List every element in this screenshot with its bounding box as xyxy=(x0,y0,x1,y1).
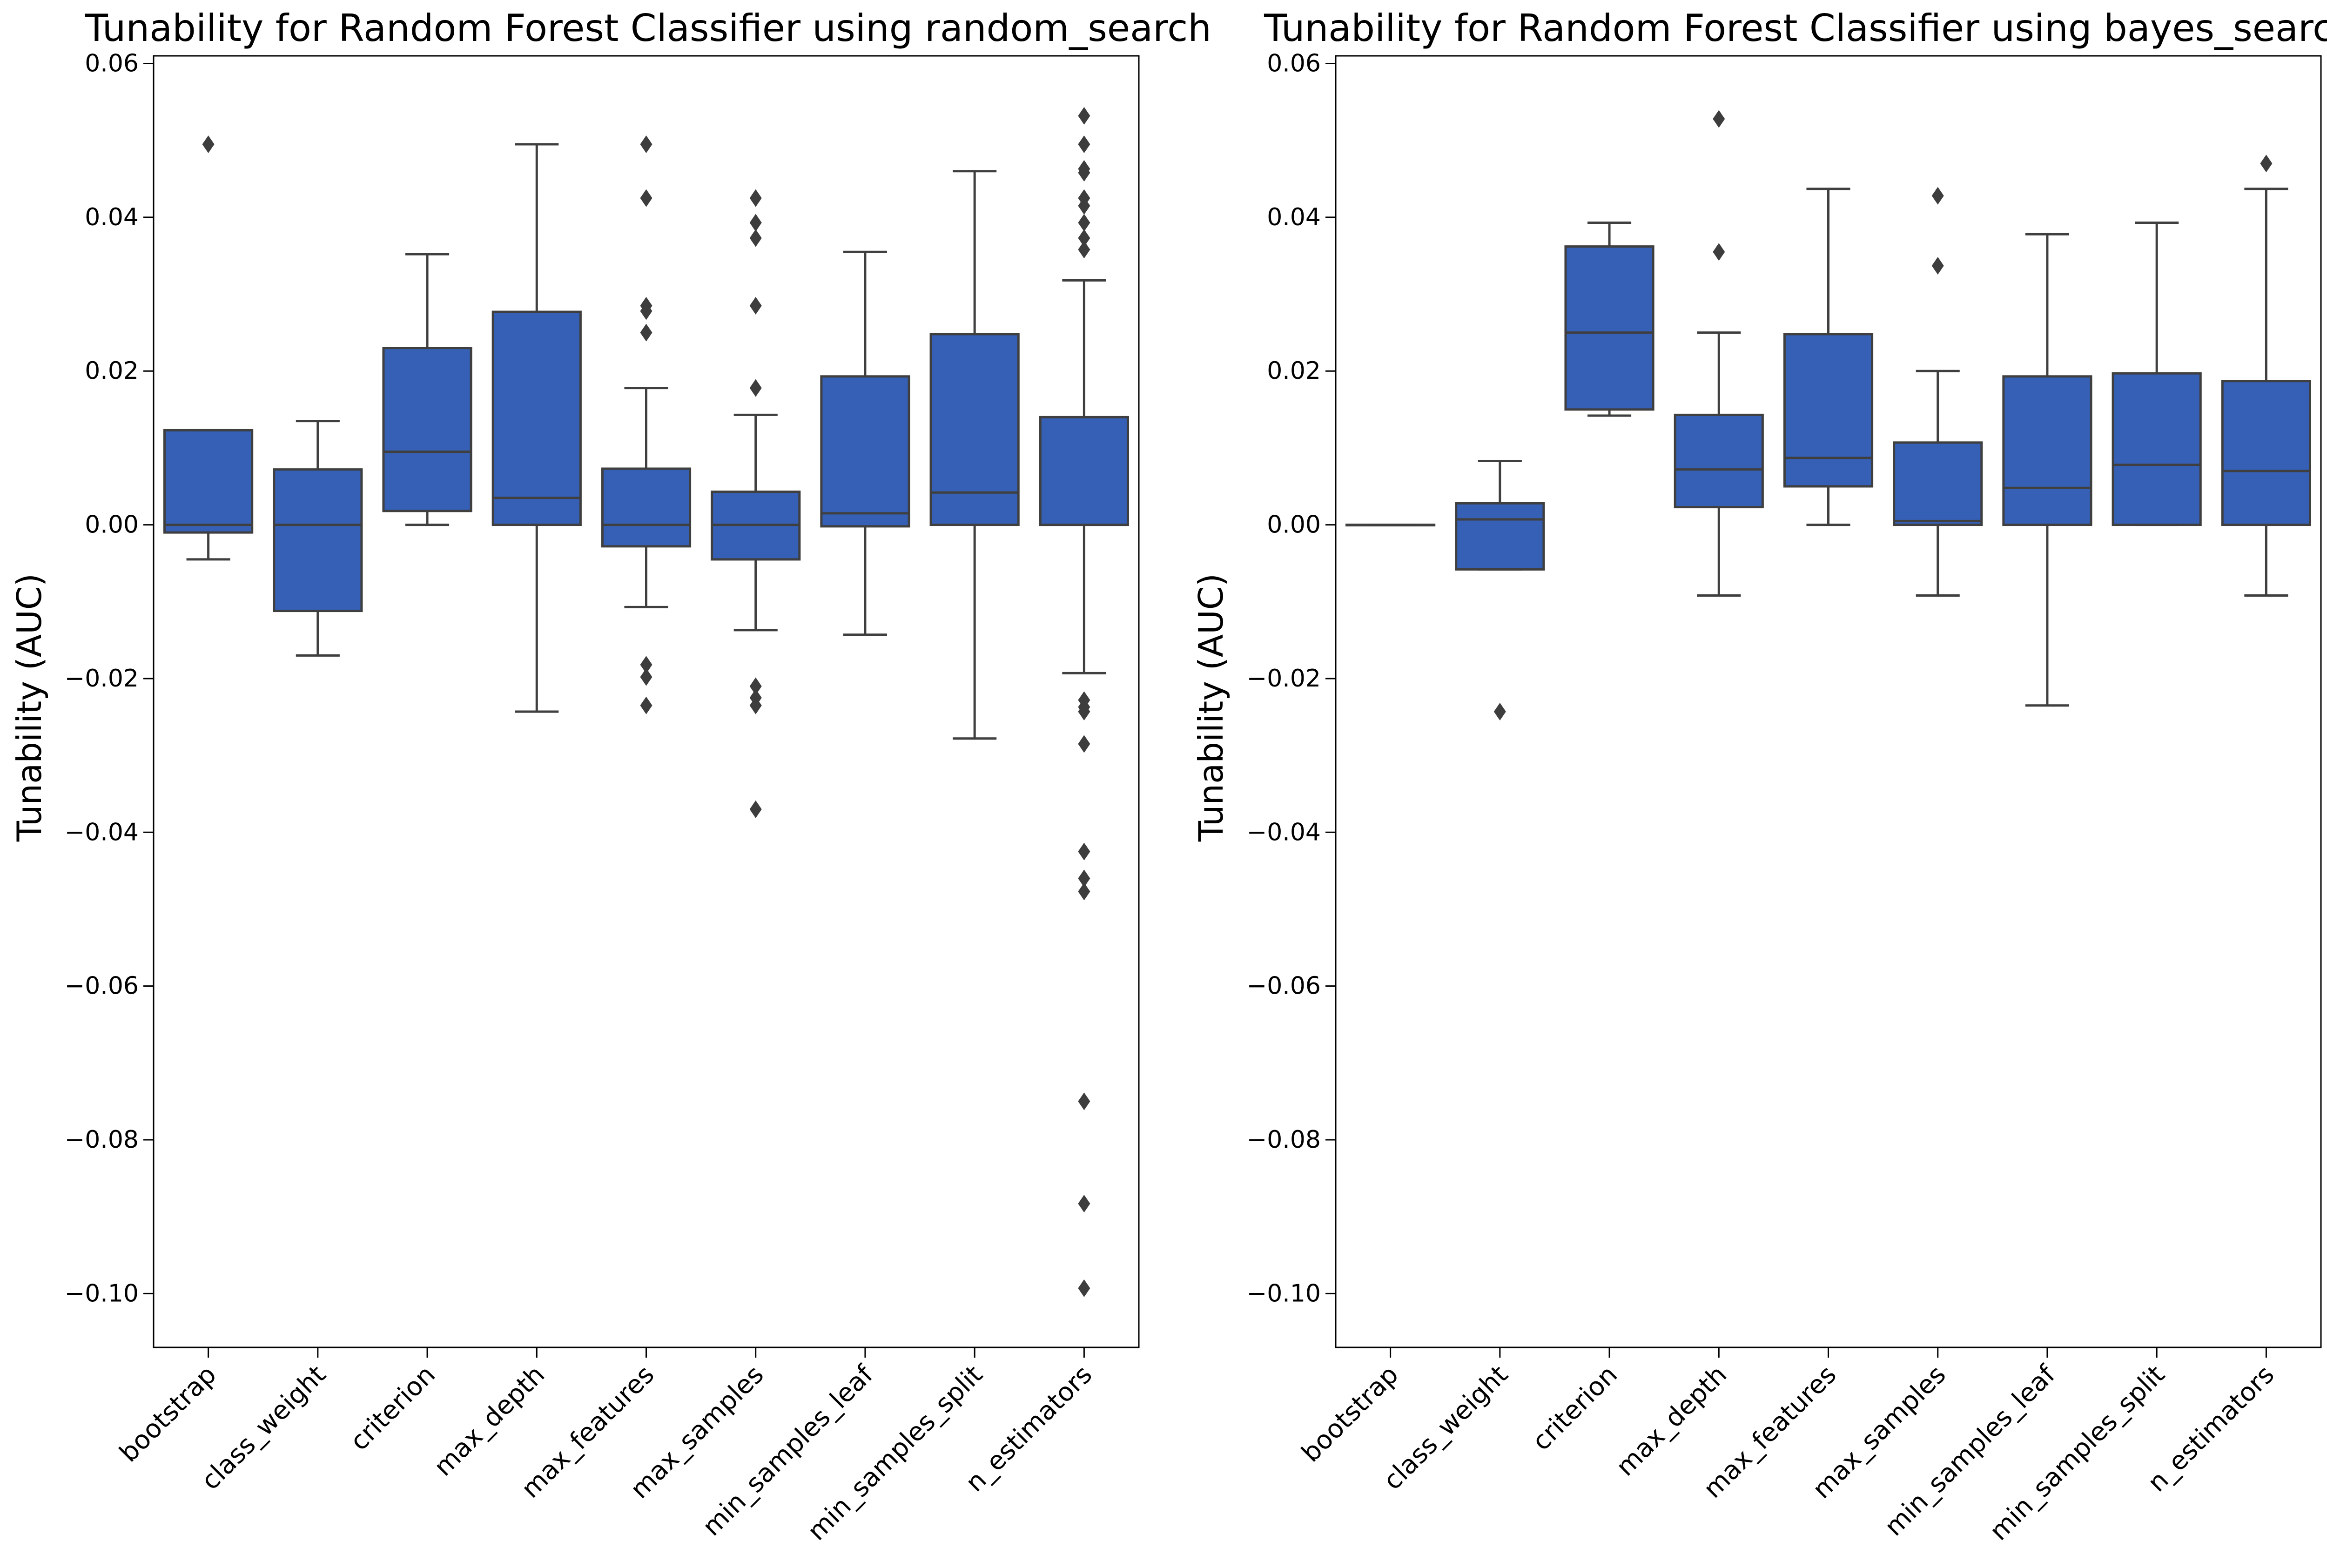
box-n-estimators xyxy=(2221,155,2311,597)
iqr-box xyxy=(1039,416,1129,526)
outlier-point xyxy=(1078,229,1090,247)
y-tick-label: 0.04 xyxy=(85,203,139,231)
outlier-point xyxy=(1078,735,1090,753)
box-n-estimators xyxy=(1039,107,1129,1297)
box-min-samples-leaf xyxy=(820,250,910,636)
outlier-point xyxy=(749,296,762,315)
iqr-box xyxy=(1893,441,1983,526)
y-tick-label: −0.08 xyxy=(1247,1126,1321,1154)
iqr-box xyxy=(382,347,472,512)
outlier-point xyxy=(749,189,762,207)
outlier-point xyxy=(749,800,762,818)
outlier-point xyxy=(1078,197,1090,215)
outlier-point xyxy=(2260,155,2273,173)
outlier-point xyxy=(1078,702,1090,720)
box-max-features xyxy=(1783,188,1874,526)
outlier-point xyxy=(640,656,652,674)
y-axis: 0.06 0.04 0.02 0.00 −0.02 −0.04 −0.06 −0.08 −0.1… xyxy=(65,50,154,1307)
outlier-point xyxy=(1078,1092,1090,1110)
outlier-point xyxy=(1078,214,1090,232)
box-class-weight xyxy=(1455,459,1545,720)
box-plot-marks xyxy=(163,107,1129,1297)
box-min-samples-split xyxy=(929,170,1020,740)
outlier-point xyxy=(749,677,762,695)
box-max-depth xyxy=(1674,110,1764,597)
box-max-samples xyxy=(711,189,801,818)
box-max-samples xyxy=(1893,187,1983,597)
y-tick-label: −0.10 xyxy=(1247,1279,1321,1307)
y-tick-label: −0.04 xyxy=(1247,818,1321,846)
iqr-box xyxy=(1455,502,1545,571)
y-tick-label: 0.02 xyxy=(1267,357,1321,385)
iqr-box xyxy=(2112,372,2202,526)
y-tick-label: 0.00 xyxy=(85,511,139,539)
outlier-point xyxy=(640,135,652,153)
outlier-point xyxy=(1493,702,1506,720)
outlier-point xyxy=(1078,882,1090,901)
outlier-point xyxy=(1713,243,1725,261)
y-tick-label: −0.06 xyxy=(1247,972,1321,1000)
box-max-depth xyxy=(491,143,582,713)
outlier-point xyxy=(749,379,762,397)
outlier-point xyxy=(640,696,652,714)
box-max-features xyxy=(601,135,692,714)
plot-frame xyxy=(1335,55,2322,1348)
y-tick-label: −0.10 xyxy=(65,1279,139,1307)
outlier-point xyxy=(1931,187,1944,205)
y-tick-label: 0.06 xyxy=(85,50,139,78)
outlier-point xyxy=(640,668,652,686)
box-min-samples-leaf xyxy=(2002,233,2092,707)
outlier-point xyxy=(749,696,762,714)
outlier-point xyxy=(749,229,762,247)
box-bootstrap xyxy=(163,135,254,561)
box-criterion xyxy=(1564,221,1654,417)
chart-title: Tunability for Random Forest Classifier … xyxy=(1264,7,2327,50)
y-tick-label: −0.02 xyxy=(65,665,139,693)
y-tick-label: −0.02 xyxy=(1247,665,1321,693)
outlier-point xyxy=(1713,110,1725,128)
outlier-point xyxy=(640,323,652,342)
y-tick-label: 0.02 xyxy=(85,357,139,385)
iqr-box xyxy=(491,310,582,526)
y-axis-label: Tunability (AUC) xyxy=(1191,573,1231,842)
outlier-point xyxy=(1078,1195,1090,1213)
outlier-point xyxy=(640,189,652,207)
iqr-box xyxy=(1564,245,1654,411)
outlier-point xyxy=(1078,164,1090,182)
iqr-box xyxy=(601,467,692,548)
outlier-point xyxy=(640,302,652,320)
iqr-box xyxy=(2221,380,2311,526)
iqr-box xyxy=(1674,413,1764,509)
iqr-box xyxy=(273,468,363,612)
y-tick-label: 0.04 xyxy=(1267,203,1321,231)
outlier-point xyxy=(202,135,215,153)
box-criterion xyxy=(382,253,472,526)
y-tick-label: −0.08 xyxy=(65,1126,139,1154)
outlier-point xyxy=(749,214,762,232)
y-axis-label: Tunability (AUC) xyxy=(10,573,49,842)
y-tick-label: 0.06 xyxy=(1267,50,1321,78)
outlier-point xyxy=(1078,107,1090,125)
y-tick-label: −0.04 xyxy=(65,818,139,846)
outlier-point xyxy=(1931,256,1944,275)
plot-frame xyxy=(153,55,1140,1348)
y-tick-label: −0.06 xyxy=(65,972,139,1000)
y-tick-label: 0.00 xyxy=(1267,511,1321,539)
outlier-point xyxy=(1078,135,1090,153)
outlier-point xyxy=(1078,869,1090,888)
iqr-box xyxy=(1783,333,1874,488)
outlier-point xyxy=(1078,842,1090,861)
iqr-box xyxy=(929,333,1020,526)
outlier-point xyxy=(1078,241,1090,259)
y-axis: 0.06 0.04 0.02 0.00 −0.02 −0.04 −0.06 −0.08 −0.1… xyxy=(1247,50,1336,1307)
box-plot-marks xyxy=(1345,110,2311,720)
box-class-weight xyxy=(273,420,363,657)
box-min-samples-split xyxy=(2112,221,2202,526)
iqr-box xyxy=(163,429,254,534)
iqr-box xyxy=(2002,375,2092,526)
iqr-box xyxy=(820,375,910,528)
outlier-point xyxy=(1078,1279,1090,1297)
chart-title: Tunability for Random Forest Classifier … xyxy=(85,7,1211,50)
